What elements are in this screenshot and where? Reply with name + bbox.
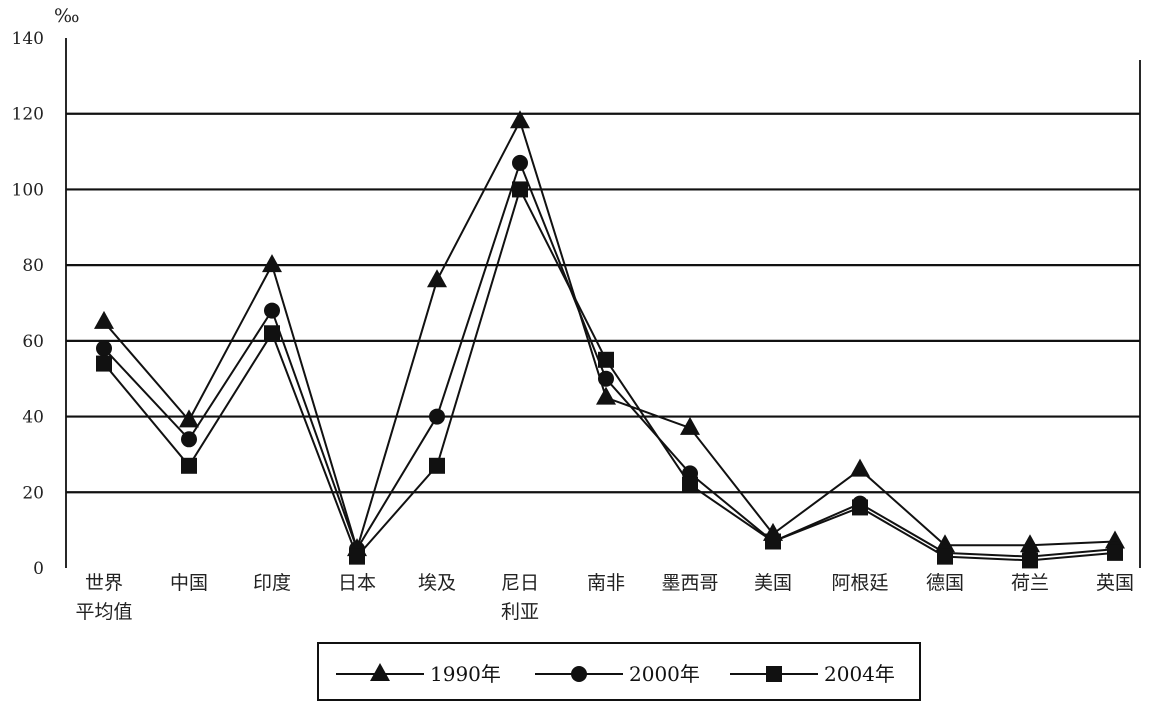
y-tick-label: 20 (22, 483, 44, 503)
data-point (264, 325, 280, 342)
data-point (1020, 534, 1040, 553)
x-category-label: 南非 (587, 572, 625, 594)
y-tick-label: 100 (12, 180, 44, 200)
gridlines (66, 112, 1140, 494)
x-category-label: 德国 (926, 572, 964, 594)
x-category-label: 平均值 (75, 601, 132, 623)
legend-marker (766, 666, 782, 682)
data-point (682, 476, 698, 493)
x-category-label: 英国 (1096, 572, 1134, 594)
data-point (427, 269, 447, 288)
y-tick-label: 140 (12, 29, 44, 49)
data-point (512, 154, 528, 171)
data-point (937, 548, 953, 565)
x-category-label: 埃及 (418, 572, 456, 594)
x-category-label: 荷兰 (1011, 572, 1049, 594)
y-tick-label: 40 (22, 408, 44, 428)
y-tick-label: 0 (33, 559, 44, 579)
data-point (512, 181, 528, 198)
legend-item: 2004年 (730, 662, 895, 686)
legend-item: 1990年 (336, 662, 501, 686)
data-point (262, 254, 282, 273)
data-point (349, 548, 365, 565)
data-point (1107, 544, 1123, 561)
data-point (264, 302, 280, 319)
data-point (179, 409, 199, 428)
data-point (96, 355, 112, 372)
legend-marker (370, 663, 390, 681)
axes (65, 38, 1141, 568)
data-point (510, 110, 530, 129)
y-axis-ticks: 0 20 40 60 80 100 120 140 (12, 29, 44, 579)
data-point (94, 310, 114, 329)
legend: 1990年 2000年 2004年 (317, 642, 921, 701)
data-point (680, 416, 700, 435)
x-category-label: 日本 (338, 572, 376, 594)
legend-label: 2000年 (629, 662, 700, 686)
y-tick-label: 80 (22, 256, 44, 276)
x-category-label: 中国 (170, 572, 208, 594)
y-tick-label: 60 (22, 332, 44, 352)
data-point (598, 370, 614, 387)
data-point (1022, 552, 1038, 569)
data-point (429, 408, 445, 425)
legend-label: 1990年 (430, 662, 501, 686)
y-axis-unit-label: ‰ (54, 5, 80, 27)
data-point (765, 533, 781, 550)
legend-box (317, 642, 921, 701)
series-group (94, 110, 1125, 569)
x-category-label: 阿根廷 (831, 572, 888, 594)
series-2 (96, 181, 1123, 569)
x-category-label: 美国 (754, 572, 792, 594)
data-point (598, 351, 614, 368)
legend-label: 2004年 (824, 662, 895, 686)
legend-item: 2000年 (535, 662, 700, 686)
legend-marker (571, 666, 587, 682)
x-category-label: 利亚 (501, 601, 539, 623)
y-tick-label: 120 (12, 105, 44, 125)
x-category-label: 墨西哥 (661, 572, 718, 594)
x-category-label: 印度 (253, 572, 291, 594)
data-point (181, 431, 197, 448)
x-category-label: 尼日 (501, 572, 539, 594)
data-point (96, 340, 112, 357)
x-category-label: 世界 (85, 572, 123, 594)
data-point (852, 499, 868, 516)
series-0 (94, 110, 1125, 557)
data-point (181, 457, 197, 474)
data-point (429, 457, 445, 474)
data-point (596, 386, 616, 405)
data-point (850, 458, 870, 477)
